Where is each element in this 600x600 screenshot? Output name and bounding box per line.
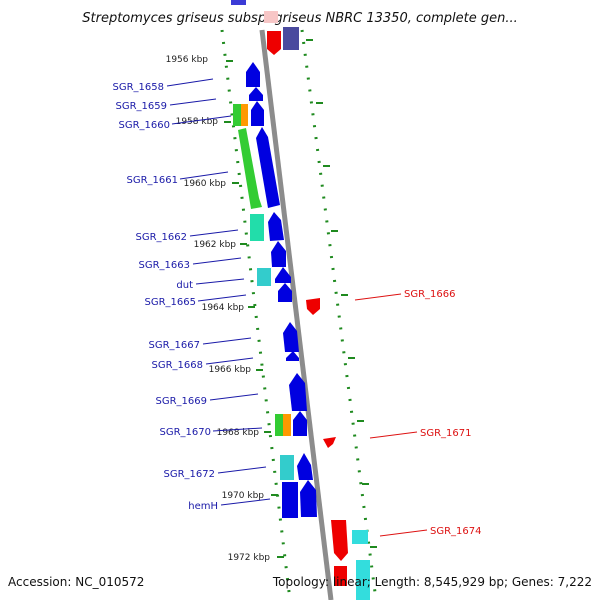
right-label-connectors <box>354 293 428 537</box>
gene-label-sgr-1663[interactable]: SGR_1663 <box>139 260 191 271</box>
gene-sgr-1668[interactable] <box>286 351 299 361</box>
gene-partial-bottom-cyan-2[interactable] <box>356 560 370 600</box>
gene-hemh[interactable] <box>282 482 298 518</box>
gene-sgr-1661-green[interactable] <box>238 128 262 209</box>
gene-label-sgr-1674[interactable]: SGR_1674 <box>430 526 482 537</box>
gene-label-sgr-1662[interactable]: SGR_1662 <box>136 232 188 243</box>
gene-sgr-1660-green[interactable] <box>233 104 241 126</box>
gene-sgr-1672-cyan[interactable] <box>280 455 294 480</box>
scale-label: 1960 kbp <box>184 179 227 189</box>
genome-summary-text: Topology: linear; Length: 8,545,929 bp; … <box>272 575 592 589</box>
gene-partial-top-pink[interactable] <box>264 11 278 23</box>
gene-sgr-1667[interactable] <box>283 322 299 352</box>
scale-ticks <box>224 39 377 558</box>
gene-dut[interactable] <box>257 268 271 286</box>
gene-hemh-blue[interactable] <box>300 480 317 517</box>
gene-label-dut[interactable]: dut <box>176 280 193 291</box>
gene-label-sgr-1668[interactable]: SGR_1668 <box>152 360 204 371</box>
gene-label-sgr-1661[interactable]: SGR_1661 <box>127 175 179 186</box>
scale-label: 1966 kbp <box>209 365 252 375</box>
gene-partial-bottom-red[interactable] <box>334 566 347 586</box>
gene-label-sgr-1658[interactable]: SGR_1658 <box>113 82 165 93</box>
scale-label: 1958 kbp <box>176 117 219 127</box>
scale-label: 1972 kbp <box>228 553 271 563</box>
scale-label: 1970 kbp <box>222 491 265 501</box>
gene-label-sgr-1666[interactable]: SGR_1666 <box>404 289 456 300</box>
gene-sgr-1674[interactable] <box>331 520 348 561</box>
gene-label-sgr-1671[interactable]: SGR_1671 <box>420 428 472 439</box>
gene-partial-top-purple[interactable] <box>283 27 299 50</box>
gene-sgr-1666[interactable] <box>306 298 320 315</box>
genome-title: Streptomyces griseus subsp. griseus NBRC… <box>82 11 517 26</box>
scale-label: 1962 kbp <box>194 240 237 250</box>
gene-partial-top-red[interactable] <box>267 31 281 55</box>
gene-label-sgr-1667[interactable]: SGR_1667 <box>149 340 201 351</box>
gene-dut-blue[interactable] <box>275 267 291 283</box>
gene-sgr-1660-blue[interactable] <box>251 101 264 126</box>
gene-sgr-1669[interactable] <box>289 373 307 411</box>
gene-sgr-1672-blue[interactable] <box>297 453 313 480</box>
gene-label-sgr-1669[interactable]: SGR_1669 <box>156 396 208 407</box>
gene-sgr-1659[interactable] <box>249 87 263 101</box>
gene-sgr-1662-blue[interactable] <box>268 212 284 241</box>
gene-label-sgr-1665[interactable]: SGR_1665 <box>145 297 197 308</box>
gene-sgr-1662-teal[interactable] <box>250 214 264 241</box>
gene-label-sgr-1672[interactable]: SGR_1672 <box>164 469 216 480</box>
gene-partial-top-blue[interactable] <box>231 0 246 5</box>
gene-label-hemh[interactable]: hemH <box>188 501 218 512</box>
gene-label-sgr-1660[interactable]: SGR_1660 <box>119 120 171 131</box>
gene-sgr-1671[interactable] <box>323 437 336 448</box>
left-label-connectors <box>166 78 271 506</box>
gene-partial-bottom-cyan[interactable] <box>352 530 368 544</box>
gene-label-sgr-1670[interactable]: SGR_1670 <box>160 427 212 438</box>
gene-sgr-1670-green[interactable] <box>275 414 283 436</box>
gene-label-sgr-1659[interactable]: SGR_1659 <box>116 101 168 112</box>
gene-sgr-1670-blue[interactable] <box>293 411 307 436</box>
scale-label: 1964 kbp <box>202 303 245 313</box>
gene-sgr-1660-orange[interactable] <box>241 104 248 126</box>
gene-sgr-1663[interactable] <box>271 241 286 267</box>
gene-sgr-1658[interactable] <box>246 62 260 87</box>
gene-sgr-1661-blue[interactable] <box>256 127 280 208</box>
scale-label: 1956 kbp <box>166 55 209 65</box>
gene-sgr-1670-orange[interactable] <box>283 414 291 436</box>
chromosome-axis <box>259 29 334 600</box>
scale-label: 1968 kbp <box>217 428 260 438</box>
accession-text: Accession: NC_010572 <box>8 575 144 589</box>
gene-sgr-1665[interactable] <box>278 283 292 302</box>
